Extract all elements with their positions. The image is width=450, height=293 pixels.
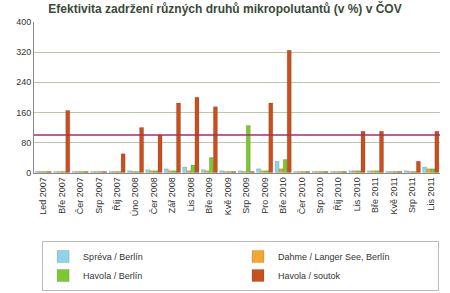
svg-text:Spréva / Berlín: Spréva / Berlín <box>83 252 143 262</box>
svg-text:Led 2007: Led 2007 <box>38 177 48 215</box>
svg-text:Bře 2011: Bře 2011 <box>370 177 380 213</box>
svg-text:Čer 2010: Čer 2010 <box>297 177 307 214</box>
svg-text:Zář 2008: Zář 2008 <box>167 177 177 213</box>
svg-text:Dahme / Langer See, Berlín: Dahme / Langer See, Berlín <box>278 252 390 262</box>
svg-text:Říj 2010: Říj 2010 <box>333 177 343 211</box>
svg-text:Bře 2009: Bře 2009 <box>204 177 214 214</box>
svg-text:Srp 2010: Srp 2010 <box>315 177 325 214</box>
svg-text:Lis 2008: Lis 2008 <box>186 177 196 211</box>
svg-text:Kvě 2009: Kvě 2009 <box>223 177 233 215</box>
svg-text:Kvě 2011: Kvě 2011 <box>389 177 399 214</box>
svg-text:Srp 2007: Srp 2007 <box>94 177 104 214</box>
svg-text:320: 320 <box>16 47 31 57</box>
svg-text:Havola / Berlín: Havola / Berlín <box>83 271 142 281</box>
svg-text:Lis 2011: Lis 2011 <box>426 177 436 210</box>
svg-text:0: 0 <box>26 168 31 178</box>
svg-text:240: 240 <box>16 77 31 87</box>
svg-text:Srp 2009: Srp 2009 <box>241 177 251 214</box>
svg-text:Lis 2010: Lis 2010 <box>352 177 362 211</box>
svg-text:Úno 2008: Úno 2008 <box>130 177 140 216</box>
svg-text:Čer 2007: Čer 2007 <box>75 177 85 214</box>
svg-text:160: 160 <box>16 108 31 118</box>
svg-text:Efektivita zadržení různých dr: Efektivita zadržení různých druhů mikrop… <box>48 1 401 16</box>
svg-text:Čer 2008: Čer 2008 <box>149 177 159 214</box>
svg-text:Pro 2009: Pro 2009 <box>260 177 270 214</box>
svg-text:400: 400 <box>16 17 31 27</box>
svg-text:Bře 2007: Bře 2007 <box>57 177 67 214</box>
svg-text:Říj 2007: Říj 2007 <box>112 177 122 211</box>
svg-text:Havola / soutok: Havola / soutok <box>278 271 341 281</box>
svg-text:80: 80 <box>21 138 31 148</box>
svg-text:Bře 2010: Bře 2010 <box>278 177 288 214</box>
svg-text:Srp 2011: Srp 2011 <box>407 177 417 213</box>
